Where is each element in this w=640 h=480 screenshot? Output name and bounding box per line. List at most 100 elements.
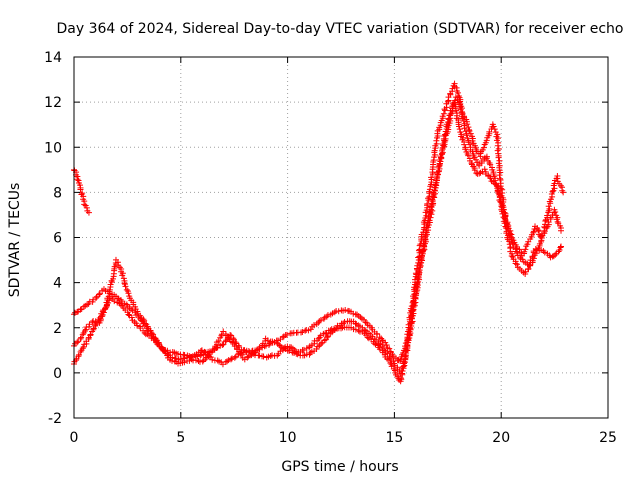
data-point xyxy=(122,283,129,290)
data-point xyxy=(238,351,245,358)
data-point xyxy=(476,170,483,177)
data-point xyxy=(408,313,415,320)
data-point xyxy=(496,172,503,179)
x-tick-label: 0 xyxy=(70,430,79,446)
data-point xyxy=(357,314,364,321)
data-point xyxy=(431,147,438,154)
data-point xyxy=(318,340,325,347)
data-point xyxy=(557,244,564,251)
data-point xyxy=(440,110,447,117)
data-point xyxy=(140,316,147,323)
data-point xyxy=(483,155,490,162)
data-point xyxy=(85,209,92,216)
data-point xyxy=(439,113,446,120)
data-point xyxy=(465,124,472,131)
data-point xyxy=(461,141,468,148)
data-point xyxy=(546,205,553,212)
data-point xyxy=(513,261,520,268)
y-tick-label: -2 xyxy=(48,411,62,427)
data-point xyxy=(471,167,478,174)
data-point xyxy=(211,345,218,352)
data-point xyxy=(461,125,468,132)
data-point xyxy=(425,195,432,202)
data-point xyxy=(125,290,132,297)
data-point xyxy=(96,291,103,298)
data-point xyxy=(81,327,88,334)
y-tick-label: 6 xyxy=(53,231,62,247)
data-point xyxy=(128,314,135,321)
data-point xyxy=(407,320,414,327)
data-point xyxy=(417,241,424,248)
data-point xyxy=(214,357,221,364)
data-point xyxy=(403,350,410,357)
data-point xyxy=(404,342,411,349)
data-point xyxy=(134,322,141,329)
data-point xyxy=(123,286,130,293)
data-point xyxy=(331,309,338,316)
data-point xyxy=(209,356,216,363)
grid xyxy=(74,57,608,418)
data-point xyxy=(137,325,144,332)
data-point xyxy=(274,352,281,359)
data-point xyxy=(398,367,405,374)
data-point xyxy=(438,147,445,154)
y-tick-label: 4 xyxy=(53,276,62,292)
data-point xyxy=(284,347,291,354)
data-point xyxy=(77,306,84,313)
data-point xyxy=(558,243,565,250)
data-point xyxy=(105,299,112,306)
data-point xyxy=(372,341,379,348)
data-point xyxy=(524,241,531,248)
data-point xyxy=(77,186,84,193)
data-point xyxy=(79,345,86,352)
data-point xyxy=(74,308,81,315)
data-point xyxy=(376,346,383,353)
data-point xyxy=(341,319,348,326)
data-point xyxy=(106,295,113,302)
data-point xyxy=(397,375,404,382)
data-point xyxy=(456,123,463,130)
y-tick-label: 0 xyxy=(53,366,62,382)
data-point xyxy=(445,115,452,122)
data-point xyxy=(141,317,148,324)
data-point xyxy=(121,280,128,287)
x-tick-label: 10 xyxy=(279,430,297,446)
data-point xyxy=(229,355,236,362)
data-point xyxy=(506,241,513,248)
data-point xyxy=(556,247,563,254)
data-point xyxy=(530,229,537,236)
data-point xyxy=(415,278,422,285)
data-point xyxy=(463,132,470,139)
data-point xyxy=(462,146,469,153)
data-point xyxy=(381,347,388,354)
data-point xyxy=(92,322,99,329)
data-point xyxy=(544,212,551,219)
y-tick-label: 10 xyxy=(44,140,62,156)
data-point xyxy=(106,286,113,293)
data-point xyxy=(438,154,445,161)
data-point xyxy=(251,349,258,356)
data-point xyxy=(491,177,498,184)
data-point xyxy=(94,319,101,326)
data-point xyxy=(501,220,508,227)
data-point xyxy=(142,320,149,327)
data-point xyxy=(269,352,276,359)
data-point xyxy=(197,347,204,354)
data-point xyxy=(427,203,434,210)
data-point xyxy=(323,313,330,320)
data-point xyxy=(399,364,406,371)
data-point xyxy=(535,227,542,234)
data-point xyxy=(493,182,500,189)
data-point xyxy=(141,329,148,336)
data-point xyxy=(264,337,271,344)
data-point xyxy=(364,334,371,341)
data-point xyxy=(117,301,124,308)
data-point xyxy=(481,156,488,163)
data-point xyxy=(380,344,387,351)
data-point xyxy=(522,246,529,253)
data-point xyxy=(554,218,561,225)
data-point xyxy=(545,209,552,216)
axes: 0 5 10 15 20 25 -2 0 2 4 6 8 10 12 14 xyxy=(44,50,617,446)
data-point xyxy=(512,260,519,267)
